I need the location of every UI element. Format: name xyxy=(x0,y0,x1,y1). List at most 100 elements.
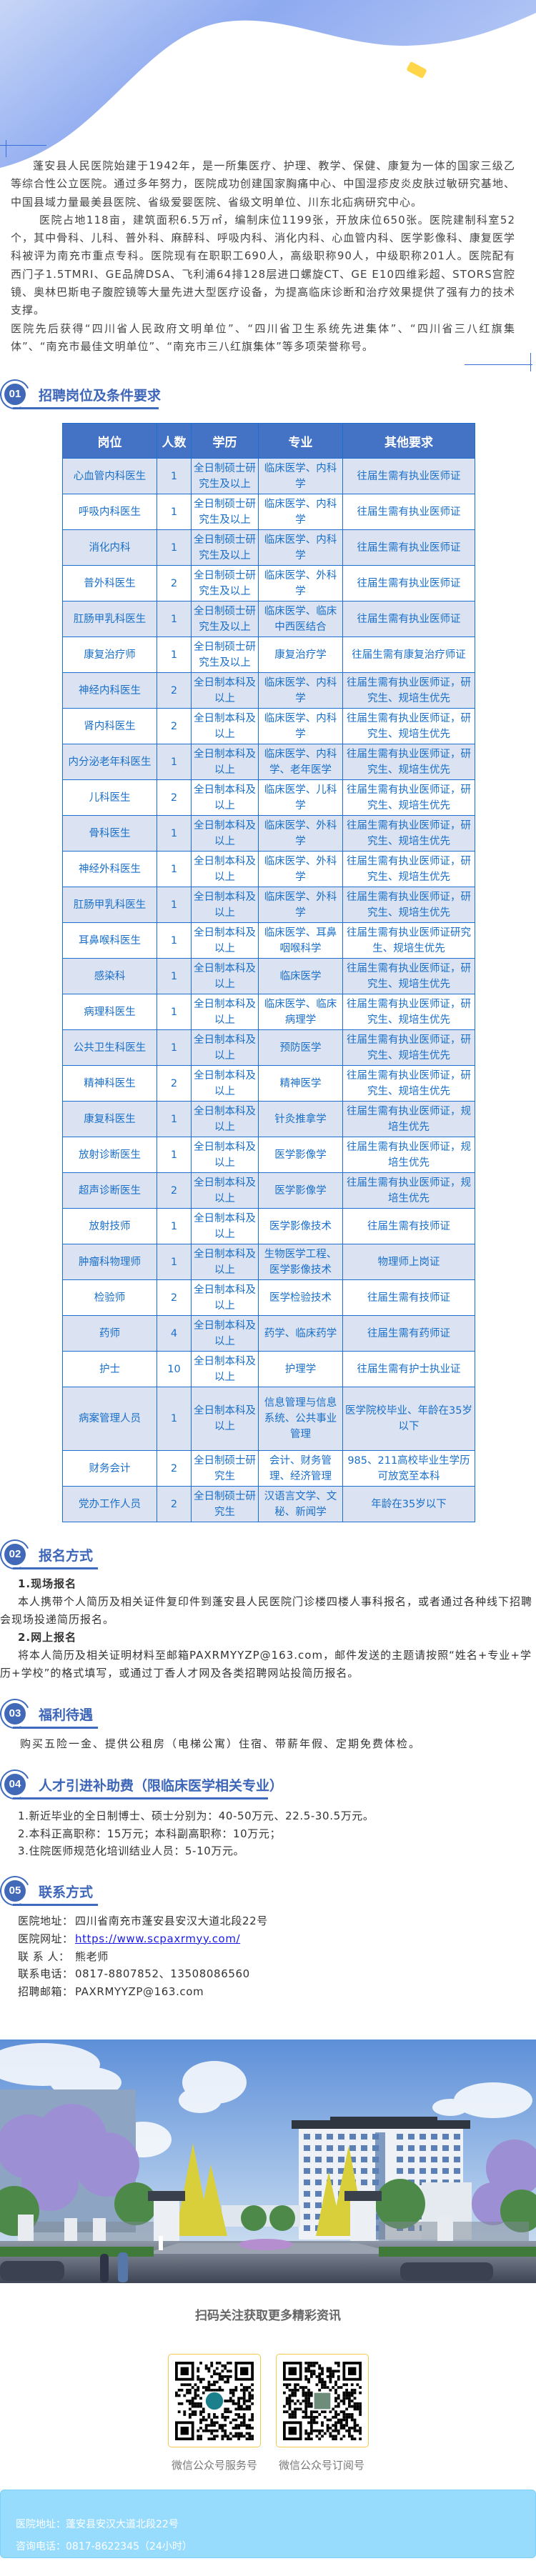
qr-module xyxy=(342,2397,346,2400)
qr-module xyxy=(304,2415,308,2419)
qr-module xyxy=(309,2391,313,2395)
qr-module xyxy=(315,2375,319,2378)
qr-module xyxy=(337,2432,340,2435)
qr-module xyxy=(207,2415,211,2419)
position-text: 放射诊断医生 xyxy=(79,1149,141,1161)
qr-module xyxy=(202,2415,205,2419)
qr-module xyxy=(307,2437,310,2440)
qr-module xyxy=(180,2388,184,2392)
qr-module xyxy=(183,2383,187,2387)
qr-module xyxy=(294,2413,297,2416)
building-window xyxy=(397,2168,403,2174)
cell-position: 神经外科医生 xyxy=(62,851,157,887)
building-window xyxy=(361,2145,367,2151)
cell-count: 1 xyxy=(157,529,192,566)
qr-module xyxy=(229,2432,232,2435)
qr-module xyxy=(188,2400,192,2402)
position-text: 肾内科医生 xyxy=(84,720,136,732)
qr-module xyxy=(210,2364,214,2367)
section-number: 02 xyxy=(4,1544,26,1565)
cell-count: 1 xyxy=(157,494,192,530)
qr-module xyxy=(353,2391,357,2395)
major-text: 针灸推拿学 xyxy=(274,1113,327,1125)
qr-code-subscription-account[interactable] xyxy=(276,2354,369,2447)
position-text: 病理科医生 xyxy=(84,1006,136,1018)
crosshair-decoration-right xyxy=(465,364,532,365)
intro-paragraph: 医院占地118亩，建筑面积6.5万㎡，编制床位1199张，开放床位650张。医院… xyxy=(11,213,515,317)
table-row: 药师 4 全日制本科及以上 药学、临床药学 往届生需有药师证 xyxy=(62,1315,475,1352)
major-text: 汉语言文学、文秘、新闻学 xyxy=(264,1490,337,1518)
qr-module xyxy=(202,2377,205,2381)
building-window xyxy=(315,2191,322,2197)
qr-module xyxy=(345,2418,349,2422)
major-text: 临床医学、外科学 xyxy=(264,855,337,883)
cell-major: 会计、财务管理、经济管理 xyxy=(258,1450,343,1487)
cell-education: 全日制本科及以上 xyxy=(191,1172,259,1209)
qr-module xyxy=(186,2400,189,2402)
qr-module xyxy=(207,2413,211,2416)
qr-module xyxy=(342,2391,346,2395)
qr-module xyxy=(353,2407,357,2411)
qr-module xyxy=(337,2429,340,2432)
qr-module xyxy=(215,2435,219,2438)
qr-module xyxy=(237,2402,241,2405)
qr-module xyxy=(224,2380,227,2384)
qr-module xyxy=(288,2407,292,2411)
qr-module xyxy=(251,2435,254,2438)
count-text: 1 xyxy=(170,863,178,875)
qr-module xyxy=(242,2421,246,2425)
cell-position: 肛肠甲乳科医生 xyxy=(62,601,157,637)
cell-requirements: 往届生需有技师证 xyxy=(342,1208,475,1244)
education-text: 全日制硕士研究生及以上 xyxy=(194,641,256,669)
qr-module xyxy=(329,2410,332,2414)
table-row: 检验师 2 全日制本科及以上 医学检验技术 往届生需有技师证 xyxy=(62,1279,475,1316)
cell-count: 4 xyxy=(157,1315,192,1352)
building-window xyxy=(315,2168,322,2174)
qr-module xyxy=(177,2410,181,2414)
qr-module xyxy=(197,2375,200,2378)
cell-requirements: 往届生需有执业医师证，研究生、规培生优先 xyxy=(342,887,475,923)
education-text: 全日制硕士研究生 xyxy=(194,1454,256,1482)
qr-module xyxy=(291,2415,294,2419)
building-window xyxy=(431,2157,437,2162)
ginkgo-trees xyxy=(175,2143,366,2236)
qr-module xyxy=(323,2432,327,2435)
qr-module xyxy=(191,2397,194,2400)
cell-education: 全日制本科及以上 xyxy=(191,1351,259,1387)
cell-count: 1 xyxy=(157,1208,192,1244)
cell-requirements: 往届生需有执业医师证研究生、规培生优先 xyxy=(342,922,475,959)
qr-module xyxy=(309,2413,313,2416)
cell-education: 全日制本科及以上 xyxy=(191,672,259,709)
website-link[interactable]: https://www.scpaxrmyy.com/ xyxy=(75,1932,241,1945)
qr-module xyxy=(334,2397,337,2400)
qr-module xyxy=(323,2386,327,2389)
qr-code-service-account[interactable] xyxy=(168,2354,261,2447)
cell-education: 全日制硕士研究生及以上 xyxy=(191,458,259,494)
qr-module xyxy=(224,2415,227,2419)
qr-finder xyxy=(240,2367,249,2375)
qr-module xyxy=(188,2415,192,2419)
cell-position: 公共卫生科医生 xyxy=(62,1029,157,1066)
building-window xyxy=(372,2145,379,2151)
registration-content: 1.现场报名 本人携带个人简历及相关证件复印件到蓬安县人民医院门诊楼四楼人事科报… xyxy=(0,1575,532,1682)
position-text: 公共卫生科医生 xyxy=(73,1042,147,1054)
building-window xyxy=(338,2157,344,2162)
qr-module xyxy=(242,2391,246,2395)
qr-module xyxy=(321,2429,324,2432)
cell-education: 全日制本科及以上 xyxy=(191,1029,259,1066)
qr-module xyxy=(321,2410,324,2414)
cell-requirements: 往届生需有执业医师证，规培生优先 xyxy=(342,1101,475,1137)
qr-module xyxy=(210,2432,214,2435)
table-row: 普外科医生 2 全日制硕士研究生及以上 临床医学、外科学 往届生需有执业医师证 xyxy=(62,565,475,601)
cell-position: 康复科医生 xyxy=(62,1101,157,1137)
qr-module xyxy=(339,2386,343,2389)
qr-module xyxy=(229,2397,232,2400)
qr-module xyxy=(283,2391,286,2395)
qr-module xyxy=(294,2383,297,2387)
qr-module xyxy=(332,2429,335,2432)
qr-module xyxy=(245,2405,249,2408)
qr-module xyxy=(199,2418,202,2422)
qr-module xyxy=(215,2421,219,2425)
qr-module xyxy=(337,2370,340,2373)
qr-module xyxy=(237,2407,241,2411)
